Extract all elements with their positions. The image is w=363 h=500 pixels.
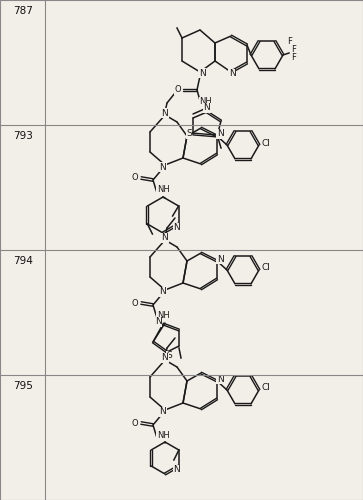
Text: N: N: [162, 234, 168, 242]
Text: F: F: [291, 44, 296, 54]
Text: 793: 793: [13, 131, 33, 141]
Text: Cl: Cl: [262, 264, 271, 272]
Text: 795: 795: [13, 381, 33, 391]
Text: NH: NH: [156, 186, 170, 194]
Text: N: N: [217, 374, 223, 384]
Text: 787: 787: [13, 6, 33, 16]
Text: F: F: [291, 52, 296, 62]
Text: N: N: [160, 162, 166, 172]
Text: N: N: [217, 130, 223, 138]
Text: Cl: Cl: [262, 384, 271, 392]
Text: O: O: [132, 418, 138, 428]
Text: N: N: [229, 70, 235, 78]
Text: N: N: [155, 318, 162, 326]
Text: N: N: [160, 288, 166, 296]
Text: NH: NH: [200, 98, 212, 106]
Text: NH: NH: [156, 430, 170, 440]
Text: O: O: [132, 298, 138, 308]
Text: O: O: [132, 174, 138, 182]
Text: O: O: [175, 86, 181, 94]
Text: N: N: [204, 104, 211, 112]
Text: 794: 794: [13, 256, 33, 266]
Text: N: N: [173, 224, 180, 232]
Text: N: N: [162, 108, 168, 118]
Text: N: N: [174, 466, 180, 474]
Text: N: N: [160, 408, 166, 416]
Text: S: S: [166, 352, 172, 360]
Text: Cl: Cl: [262, 138, 271, 147]
Text: S: S: [186, 130, 192, 138]
Text: N: N: [162, 354, 168, 362]
Text: NH: NH: [156, 310, 170, 320]
Text: N: N: [199, 68, 205, 78]
Text: F: F: [287, 38, 292, 46]
Text: N: N: [217, 254, 223, 264]
